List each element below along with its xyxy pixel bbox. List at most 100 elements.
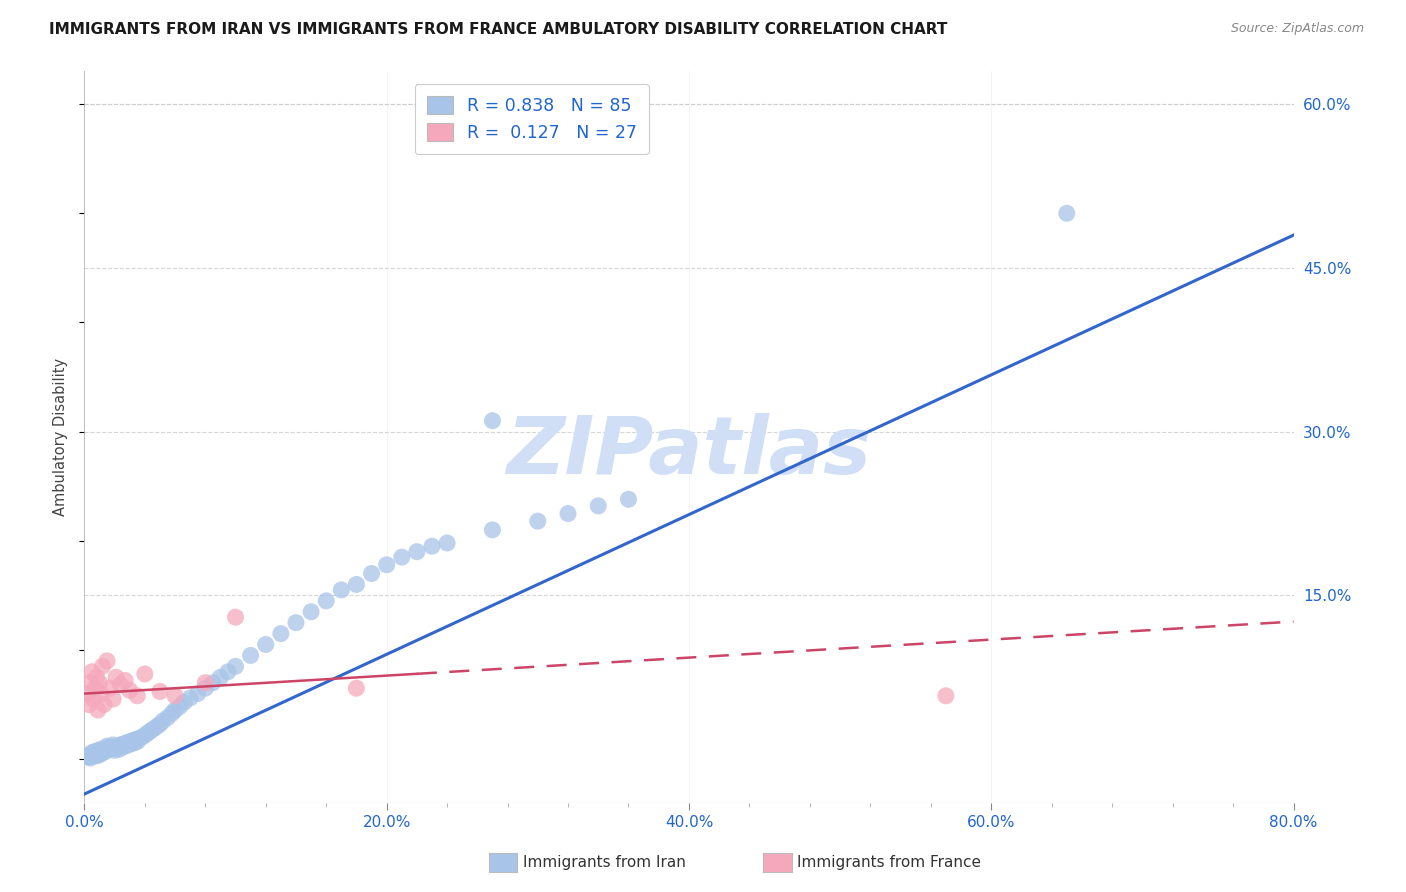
Point <box>96 739 118 753</box>
Point <box>93 698 115 712</box>
Point <box>299 605 322 619</box>
Point <box>121 733 143 747</box>
Point <box>118 683 141 698</box>
Point <box>97 742 120 756</box>
Point <box>110 678 132 692</box>
Point <box>111 740 134 755</box>
Point <box>128 731 150 746</box>
Text: Immigrants from Iran: Immigrants from Iran <box>523 855 686 870</box>
Point <box>86 748 108 763</box>
Point <box>173 695 195 709</box>
Point <box>160 706 183 721</box>
Point <box>89 675 111 690</box>
Point <box>360 566 382 581</box>
Point <box>165 703 187 717</box>
Point <box>77 698 100 712</box>
Point <box>82 747 104 761</box>
Point <box>187 687 209 701</box>
Point <box>330 582 353 597</box>
Point <box>110 738 132 752</box>
Point <box>134 728 156 742</box>
Point <box>139 723 162 738</box>
Point <box>114 673 136 688</box>
Point <box>436 536 458 550</box>
Y-axis label: Ambulatory Disability: Ambulatory Disability <box>53 358 69 516</box>
Text: IMMIGRANTS FROM IRAN VS IMMIGRANTS FROM FRANCE AMBULATORY DISABILITY CORRELATION: IMMIGRANTS FROM IRAN VS IMMIGRANTS FROM … <box>49 22 948 37</box>
Point <box>90 747 112 761</box>
Point <box>87 743 110 757</box>
Point <box>209 670 232 684</box>
Point <box>112 737 135 751</box>
Point <box>96 741 118 756</box>
Point <box>165 689 187 703</box>
Point <box>1056 206 1078 220</box>
Point <box>104 740 127 755</box>
Point <box>346 681 368 695</box>
Point <box>527 514 550 528</box>
Point <box>87 747 110 761</box>
Point <box>94 744 117 758</box>
Point <box>82 748 104 763</box>
Point <box>617 492 640 507</box>
Point <box>104 743 127 757</box>
Point <box>481 414 503 428</box>
Point <box>101 692 124 706</box>
Point <box>76 687 98 701</box>
Point <box>76 748 98 763</box>
Point <box>80 746 103 760</box>
Point <box>127 689 149 703</box>
Point <box>134 667 156 681</box>
Point <box>101 738 124 752</box>
Point <box>285 615 308 630</box>
Point <box>120 737 142 751</box>
Point <box>84 744 107 758</box>
Point <box>149 717 172 731</box>
Text: ZIPatlas: ZIPatlas <box>506 413 872 491</box>
Point <box>80 665 103 679</box>
Point <box>89 747 111 762</box>
Point <box>77 750 100 764</box>
Legend: R = 0.838   N = 85, R =  0.127   N = 27: R = 0.838 N = 85, R = 0.127 N = 27 <box>415 84 648 154</box>
Point <box>96 654 118 668</box>
Point <box>98 740 121 755</box>
Point <box>91 746 114 760</box>
Point <box>179 691 201 706</box>
Point <box>79 675 101 690</box>
Point <box>82 692 104 706</box>
Point <box>98 681 121 695</box>
Point <box>89 744 111 758</box>
Point <box>270 626 292 640</box>
Point <box>146 719 169 733</box>
Point <box>84 681 107 695</box>
Point <box>194 675 217 690</box>
Point <box>346 577 368 591</box>
Point <box>90 742 112 756</box>
Point <box>169 699 191 714</box>
Point <box>108 742 131 756</box>
Point <box>118 734 141 748</box>
Point <box>127 734 149 748</box>
Point <box>225 610 247 624</box>
Point <box>117 738 139 752</box>
Point <box>79 751 101 765</box>
Point <box>239 648 262 663</box>
Point <box>100 741 122 756</box>
Point <box>225 659 247 673</box>
Point <box>935 689 957 703</box>
Point <box>254 638 277 652</box>
Point <box>156 711 179 725</box>
Point <box>131 731 153 745</box>
Point <box>194 681 217 695</box>
Point <box>375 558 398 572</box>
Point <box>136 726 159 740</box>
Point <box>142 722 165 736</box>
Point <box>115 736 138 750</box>
Point <box>84 747 107 762</box>
Point <box>557 507 579 521</box>
Point <box>588 499 610 513</box>
Point <box>122 736 145 750</box>
Point <box>114 739 136 753</box>
Point <box>152 714 174 728</box>
Point <box>86 670 108 684</box>
Point <box>105 741 128 756</box>
